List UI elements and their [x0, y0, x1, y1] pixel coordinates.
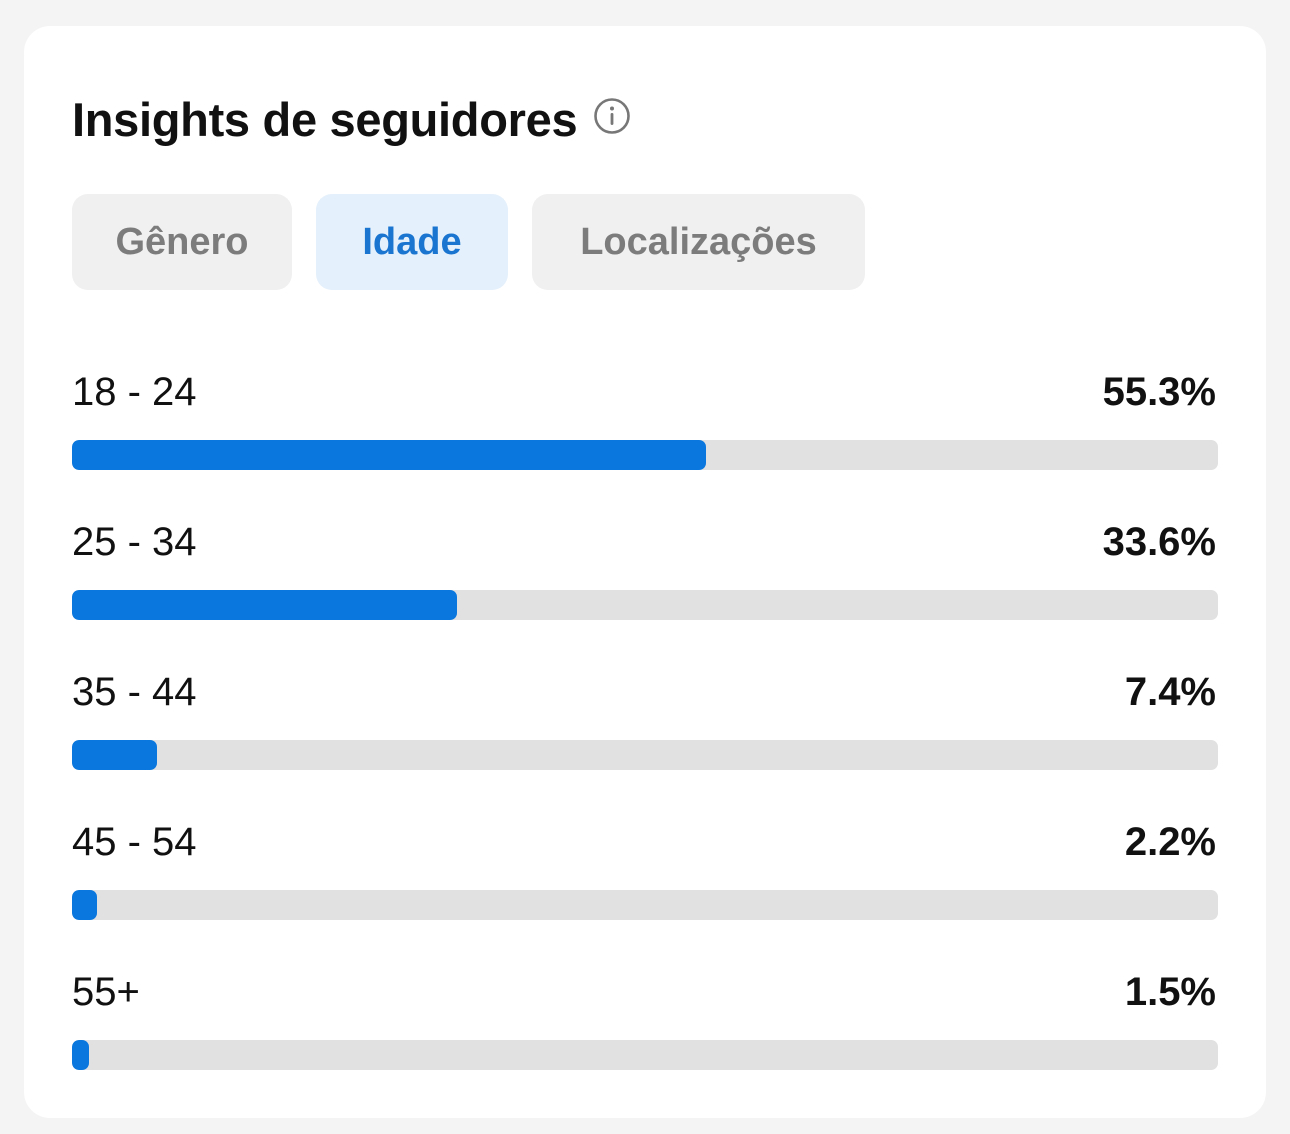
age-percentage: 55.3% [1102, 370, 1216, 414]
age-row: 18 - 24 55.3% [72, 370, 1218, 520]
age-range-label: 55+ [72, 970, 140, 1014]
progress-track [72, 440, 1218, 470]
progress-fill [72, 1040, 90, 1070]
header: Insights de seguidores [72, 92, 631, 147]
age-row: 35 - 44 7.4% [72, 670, 1218, 820]
age-percentage: 1.5% [1124, 970, 1216, 1014]
tab-age[interactable]: Idade [316, 194, 508, 290]
age-range-label: 35 - 44 [72, 670, 197, 714]
age-percentage: 7.4% [1124, 670, 1216, 714]
info-icon[interactable] [593, 97, 631, 135]
follower-insights-card: Insights de seguidores Gênero Idade Loca… [24, 26, 1266, 1118]
card-title: Insights de seguidores [72, 93, 578, 146]
age-row: 55+ 1.5% [72, 970, 1218, 1120]
progress-fill [72, 440, 706, 470]
age-row: 45 - 54 2.2% [72, 820, 1218, 970]
tab-locations[interactable]: Localizações [532, 194, 865, 290]
progress-track [72, 1040, 1218, 1070]
age-row: 25 - 34 33.6% [72, 520, 1218, 670]
progress-track [72, 890, 1218, 920]
tab-bar: Gênero Idade Localizações [72, 194, 865, 290]
tab-gender[interactable]: Gênero [72, 194, 292, 290]
progress-fill [72, 740, 157, 770]
progress-track [72, 590, 1218, 620]
age-distribution-list: 18 - 24 55.3% 25 - 34 33.6% 35 - 44 7.4%… [72, 370, 1218, 1120]
progress-fill [72, 890, 98, 920]
age-range-label: 45 - 54 [72, 820, 197, 864]
progress-track [72, 740, 1218, 770]
age-range-label: 25 - 34 [72, 520, 197, 564]
age-range-label: 18 - 24 [72, 370, 197, 414]
age-percentage: 2.2% [1124, 820, 1216, 864]
age-percentage: 33.6% [1102, 520, 1216, 564]
progress-fill [72, 590, 458, 620]
